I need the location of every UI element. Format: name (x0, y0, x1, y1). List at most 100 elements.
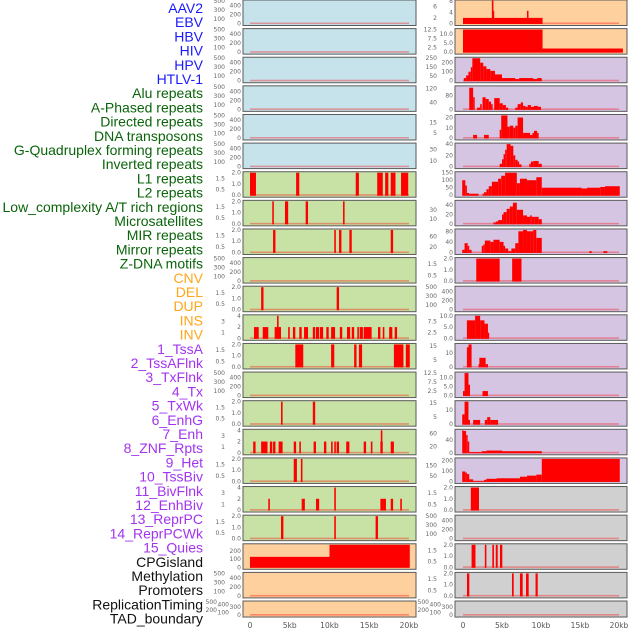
y-tick-label: 200 (230, 12, 242, 19)
y-tick-label: 0 (449, 249, 453, 256)
y-tick-label: 0 (237, 21, 241, 28)
bar (469, 87, 474, 110)
bar (319, 327, 324, 339)
feature-label: EBV (175, 14, 204, 30)
bar (516, 209, 524, 225)
bar (530, 161, 534, 168)
bar (495, 544, 498, 568)
feature-label: HBV (174, 28, 203, 44)
bar (472, 58, 481, 82)
feature-label: TAD_boundary (110, 611, 203, 627)
bar (492, 10, 495, 24)
bar (470, 487, 479, 511)
bar (515, 159, 518, 168)
y-tick-label: 7.5 (427, 318, 437, 325)
feature-label: 6_EnhG (152, 412, 203, 428)
y-tick-label: 400 (230, 31, 242, 38)
bar (534, 216, 539, 225)
bar (400, 498, 402, 511)
panel-left-20 (242, 571, 417, 599)
feature-label: DNA transposons (94, 128, 203, 144)
bar (505, 107, 509, 110)
bar (523, 105, 526, 110)
y-tick-label: 0.5 (427, 501, 437, 508)
y-tick-label: 100 (426, 531, 438, 538)
y-tick-label: 2.0 (231, 170, 241, 177)
bar (581, 188, 588, 196)
feature-label: 7_Enh (163, 426, 203, 442)
bar (468, 344, 472, 368)
bar (516, 183, 520, 196)
bar (463, 29, 543, 53)
bar (466, 75, 469, 82)
bar (519, 164, 522, 168)
y-tick-label: 2.5 (427, 388, 437, 395)
bar (511, 573, 514, 597)
bar (277, 315, 279, 339)
y-tick-label: 1.5 (215, 404, 225, 411)
panel-right-20 (454, 571, 628, 599)
y-tick-label: 5.0 (443, 40, 453, 47)
feature-label: 5_TxWk (152, 398, 204, 414)
bar (519, 78, 534, 82)
bar (510, 145, 514, 168)
y-tick-label: 200 (230, 155, 242, 162)
y-tick-label: 60 (429, 431, 437, 438)
bar (493, 222, 496, 225)
bar (526, 573, 529, 597)
y-tick-label: 2 (237, 324, 241, 331)
baseline (250, 537, 409, 540)
panel-right-13 (454, 371, 628, 399)
bar (462, 180, 466, 196)
y-tick-label: 12.5 (424, 370, 438, 377)
y-tick-label: 100 (442, 468, 454, 475)
baseline (250, 451, 409, 454)
bar (390, 441, 394, 454)
y-tick-label: 500 (214, 112, 226, 119)
y-tick-label: 40 (445, 202, 453, 209)
bar (464, 243, 468, 253)
panel-left-3 (242, 85, 417, 112)
bar (469, 193, 479, 196)
y-tick-label: 200 (230, 40, 242, 47)
bar (519, 573, 523, 597)
feature-label: 3_TxFlnk (145, 369, 204, 385)
bar (326, 327, 329, 339)
bar (334, 229, 336, 253)
bar (513, 155, 516, 168)
feature-label: MIR repeats (127, 227, 203, 243)
baseline (250, 423, 409, 425)
y-tick-label: 1.0 (231, 353, 241, 360)
bar (281, 401, 283, 425)
bar (530, 106, 534, 110)
feature-label: INS (180, 312, 203, 328)
y-tick-label: 0 (237, 278, 241, 285)
bar (355, 172, 359, 196)
y-tick-label: 5.0 (443, 384, 453, 391)
bar (469, 452, 482, 454)
y-tick-label: 1.5 (215, 462, 225, 469)
bar (530, 134, 533, 139)
bar (301, 498, 305, 511)
y-tick-label: 0 (237, 49, 241, 56)
bar (503, 154, 506, 168)
panel-right-15 (454, 428, 628, 456)
y-tick-label: 0 (449, 307, 453, 314)
bar (533, 78, 538, 82)
baseline (250, 337, 409, 339)
bar (536, 474, 542, 482)
bar (491, 104, 493, 110)
y-tick-label: 400 (442, 518, 454, 525)
x-tick-label: 10kb (320, 621, 339, 630)
bar (506, 144, 511, 168)
bar (484, 544, 487, 568)
bar (349, 229, 352, 253)
bar (334, 441, 336, 454)
bar (518, 231, 524, 253)
y-tick-label: 150 (442, 170, 454, 177)
bar (377, 327, 381, 339)
y-tick-label: 500 (214, 370, 226, 377)
bar (262, 327, 269, 339)
bar (523, 215, 527, 225)
bar (512, 258, 522, 282)
